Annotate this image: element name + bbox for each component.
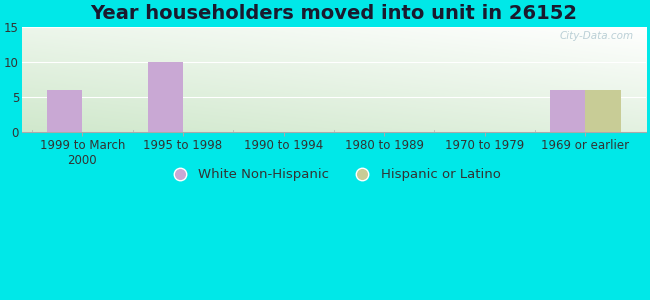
Bar — [586, 91, 621, 133]
Bar — [148, 62, 183, 133]
Legend: White Non-Hispanic, Hispanic or Latino: White Non-Hispanic, Hispanic or Latino — [162, 163, 506, 187]
Text: City-Data.com: City-Data.com — [559, 31, 633, 40]
Bar — [47, 91, 82, 133]
Title: Year householders moved into unit in 26152: Year householders moved into unit in 261… — [90, 4, 577, 23]
Bar — [550, 91, 586, 133]
